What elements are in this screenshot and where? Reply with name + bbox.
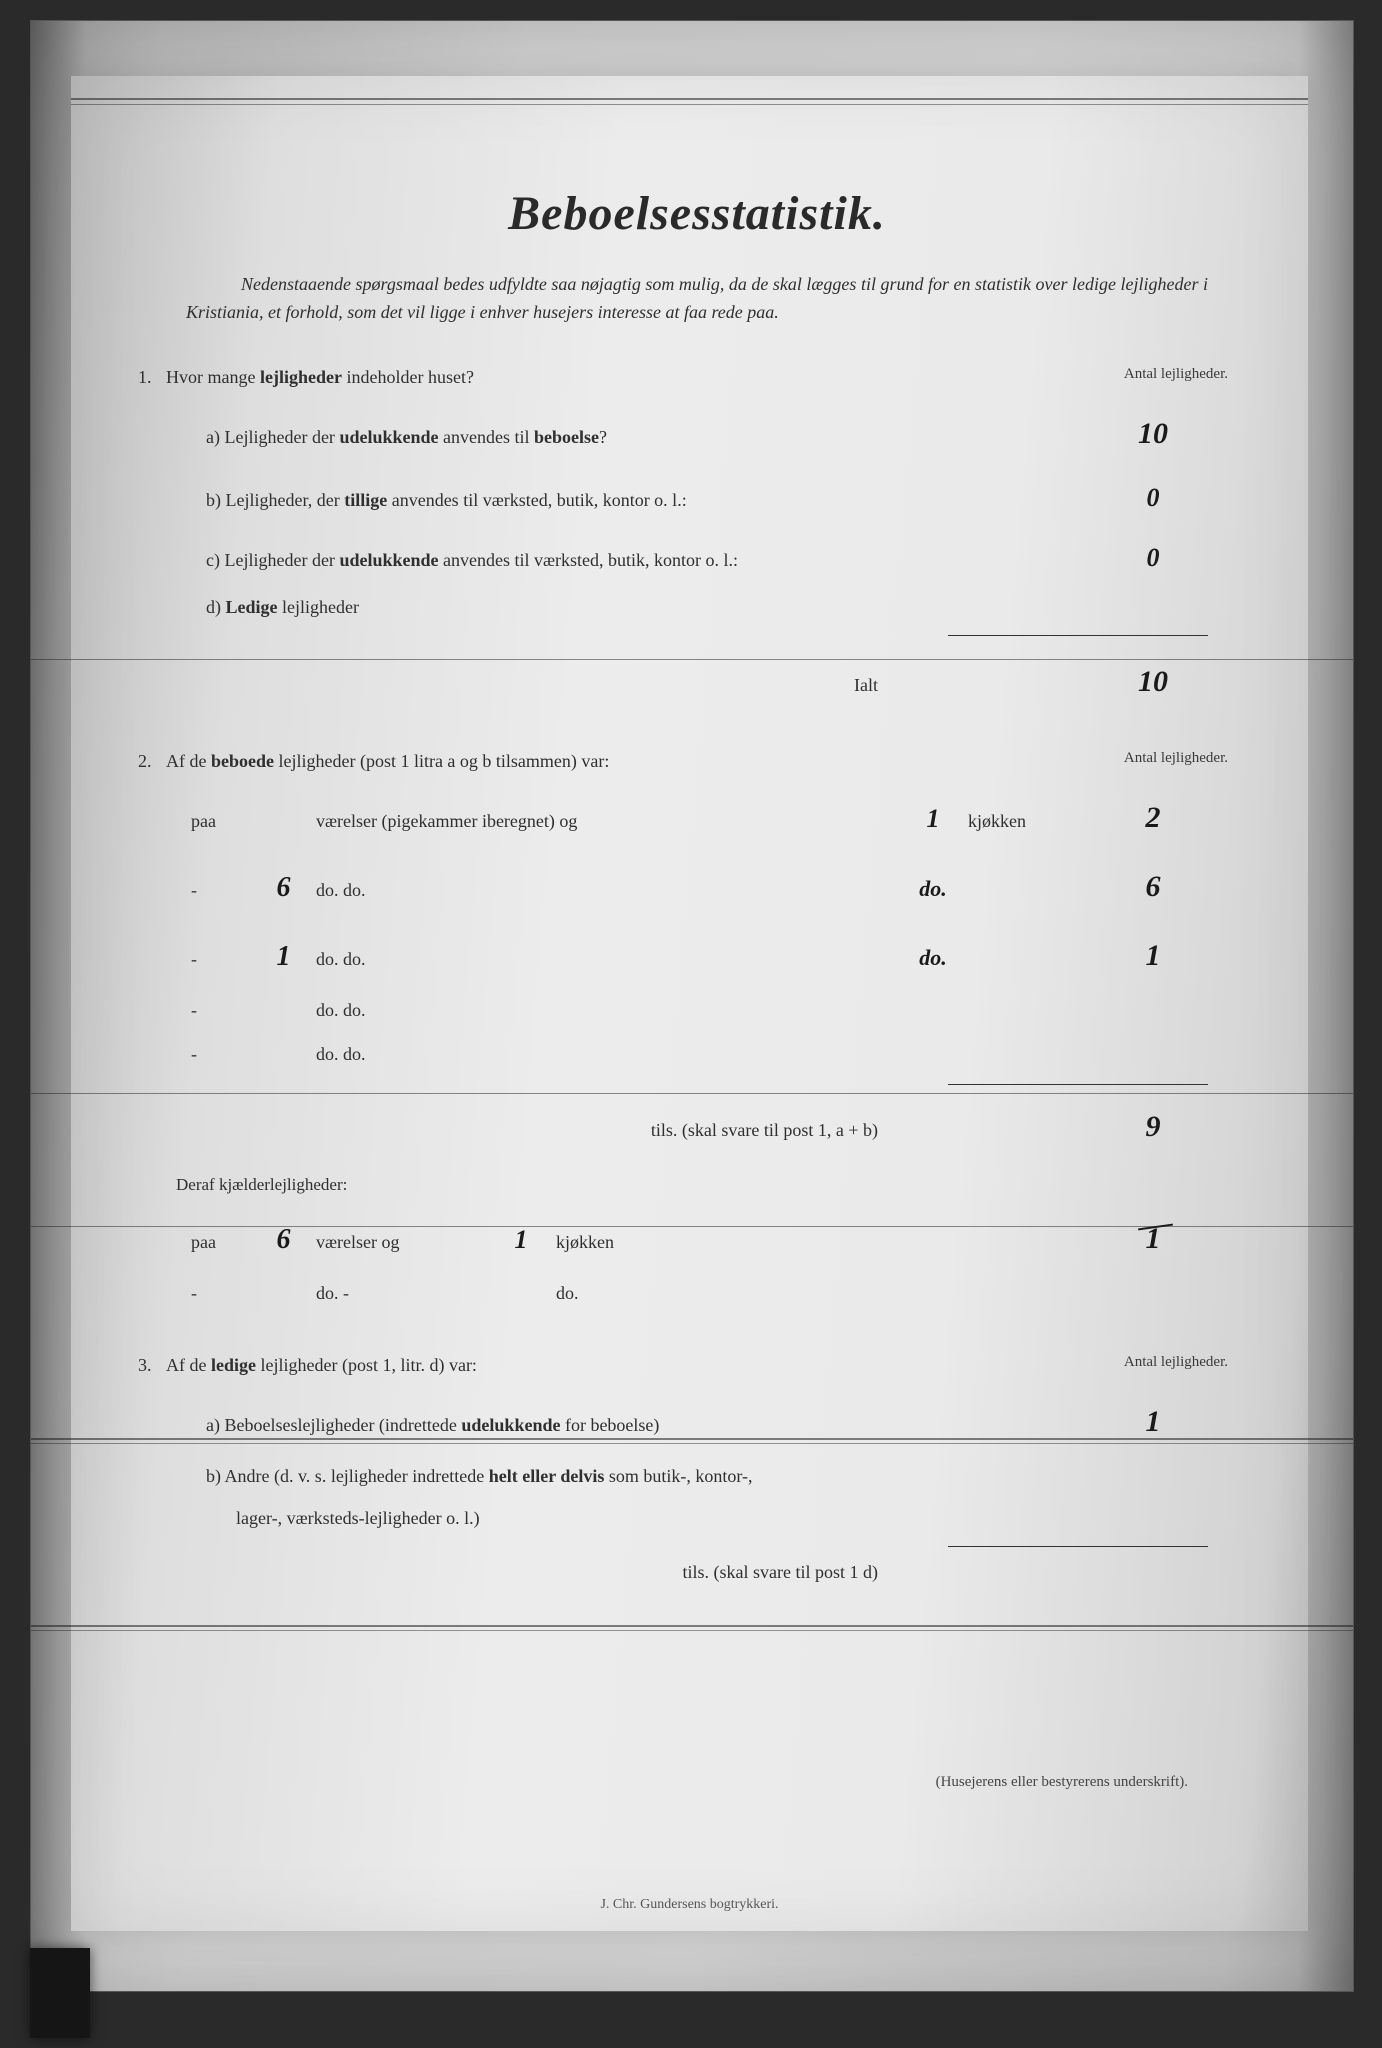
question-1: 1. Hvor mange lejligheder indeholder hus… bbox=[166, 357, 1228, 717]
q1-c: c) Lejligheder der udelukkende anvendes … bbox=[206, 540, 1078, 581]
page-rule-4 bbox=[31, 1625, 1353, 1631]
q3-text: Af de ledige lejligheder (post 1, litr. … bbox=[166, 1345, 1228, 1386]
q2-r2-rooms: 1 bbox=[251, 925, 316, 989]
form-title: Beboelsesstatistik. bbox=[166, 186, 1228, 241]
form-content: Beboelsesstatistik. Nedenstaaende spørgs… bbox=[166, 186, 1228, 1791]
form-page: Beboelsesstatistik. Nedenstaaende spørgs… bbox=[71, 76, 1308, 1931]
col-header-2: Antal lejligheder. bbox=[1124, 741, 1228, 776]
q2-r0-mid: værelser (pigekammer iberegnet) og bbox=[316, 801, 898, 842]
page-rule-2 bbox=[31, 1093, 1353, 1094]
q2-kj0-val: 1 bbox=[1078, 1204, 1228, 1273]
q3-b: b) Andre (d. v. s. lejligheder indretted… bbox=[206, 1456, 1228, 1497]
q2-r1-mid: do. do. bbox=[316, 870, 898, 911]
q2-r0-paa: paa bbox=[191, 801, 251, 842]
q2-row-1: - 6 do. do. do. 6 bbox=[191, 852, 1228, 921]
q2-row-3: - do. do. bbox=[191, 990, 1228, 1034]
printer-credit: J. Chr. Gundersens bogtrykkeri. bbox=[71, 1897, 1308, 1913]
q2-r1-paa: - bbox=[191, 870, 251, 911]
q2-row-4: - do. do. bbox=[191, 1034, 1228, 1078]
q2-r3-paa: - bbox=[191, 990, 251, 1031]
ialt-value: 10 bbox=[1078, 647, 1228, 716]
sum-rule-1 bbox=[948, 635, 1208, 636]
q3-tils: tils. (skal svare til post 1 d) bbox=[166, 1552, 1078, 1593]
q2-tils: tils. (skal svare til post 1, a + b) bbox=[166, 1110, 1078, 1151]
scanner-artifact bbox=[30, 1948, 90, 2038]
rule-top bbox=[71, 98, 1308, 105]
q2-kj0-rooms: 6 bbox=[251, 1208, 316, 1272]
col-header-1: Antal lejligheder. bbox=[1124, 357, 1228, 392]
page-rule-2b bbox=[31, 1226, 1353, 1227]
q2-row-0: paa værelser (pigekammer iberegnet) og 1… bbox=[191, 783, 1228, 852]
q2-tils-value: 9 bbox=[1078, 1092, 1228, 1161]
sum-rule-3 bbox=[948, 1546, 1208, 1547]
q2-kj1-kjl: do. bbox=[556, 1273, 1078, 1314]
q2-kj-row-0: paa 6 værelser og 1 kjøkken 1 bbox=[191, 1204, 1228, 1273]
question-3: 3. Af de ledige lejligheder (post 1, lit… bbox=[166, 1345, 1228, 1594]
q1-a: a) Lejligheder der udelukkende anvendes … bbox=[206, 417, 1078, 458]
q3-b2: lager-, værksteds-lejligheder o. l.) bbox=[236, 1498, 1228, 1539]
q3-number: 3. bbox=[138, 1345, 152, 1386]
intro-text: Nedenstaaende spørgsmaal bedes udfyldte … bbox=[186, 271, 1208, 327]
q2-kj-row-1: - do. - do. bbox=[191, 1273, 1228, 1317]
q2-deraf: Deraf kjælderlejligheder: bbox=[176, 1165, 1228, 1204]
q1-b-value: 0 bbox=[1078, 468, 1228, 528]
q2-r2-val: 1 bbox=[1078, 921, 1228, 990]
ialt-label: Ialt bbox=[166, 665, 1078, 706]
q2-row-2: - 1 do. do. do. 1 bbox=[191, 921, 1228, 990]
q2-r3-mid: do. do. bbox=[316, 990, 898, 1031]
q2-r0-val: 2 bbox=[1078, 783, 1228, 852]
q2-kj0-paa: paa bbox=[191, 1222, 251, 1263]
q2-rows: paa værelser (pigekammer iberegnet) og 1… bbox=[191, 783, 1228, 1078]
q1-d: d) Ledige lejligheder bbox=[206, 587, 1078, 628]
question-2: 2. Af de beboede lejligheder (post 1 lit… bbox=[166, 741, 1228, 1317]
page-rule-3 bbox=[31, 1438, 1353, 1444]
q1-a-value: 10 bbox=[1078, 399, 1228, 468]
q2-kj-rows: paa 6 værelser og 1 kjøkken 1 - do. - bbox=[191, 1204, 1228, 1317]
q1-text: Hvor mange lejligheder indeholder huset? bbox=[166, 357, 1228, 398]
q2-text: Af de beboede lejligheder (post 1 litra … bbox=[166, 741, 1228, 782]
q2-r1-val: 6 bbox=[1078, 852, 1228, 921]
q1-b: b) Lejligheder, der tillige anvendes til… bbox=[206, 480, 1078, 521]
q2-r1-rooms: 6 bbox=[251, 856, 316, 920]
q2-number: 2. bbox=[138, 741, 152, 782]
q2-kj0-kj: 1 bbox=[486, 1210, 556, 1270]
q2-r0-kjl: kjøkken bbox=[968, 801, 1078, 842]
q2-r0-kj: 1 bbox=[898, 789, 968, 849]
q2-r2-paa: - bbox=[191, 939, 251, 980]
q2-kj1-paa: - bbox=[191, 1273, 251, 1314]
col-header-3: Antal lejligheder. bbox=[1124, 1345, 1228, 1380]
q1-number: 1. bbox=[138, 357, 152, 398]
q2-r4-mid: do. do. bbox=[316, 1034, 898, 1075]
signature-line: (Husejerens eller bestyrerens underskrif… bbox=[166, 1774, 1228, 1791]
q2-r1-kj: do. bbox=[898, 864, 968, 915]
q1-c-value: 0 bbox=[1078, 528, 1228, 588]
q2-r2-kj: do. bbox=[898, 933, 968, 984]
q2-r4-paa: - bbox=[191, 1034, 251, 1075]
q2-kj0-kjl: kjøkken bbox=[556, 1222, 1078, 1263]
sum-rule-2 bbox=[948, 1084, 1208, 1085]
q3-a-value: 1 bbox=[1078, 1387, 1228, 1456]
q2-kj1-mid: do. - bbox=[316, 1273, 486, 1314]
q2-r2-mid: do. do. bbox=[316, 939, 898, 980]
q2-kj0-mid: værelser og bbox=[316, 1222, 486, 1263]
scanned-page-frame: Beboelsesstatistik. Nedenstaaende spørgs… bbox=[30, 20, 1354, 1992]
